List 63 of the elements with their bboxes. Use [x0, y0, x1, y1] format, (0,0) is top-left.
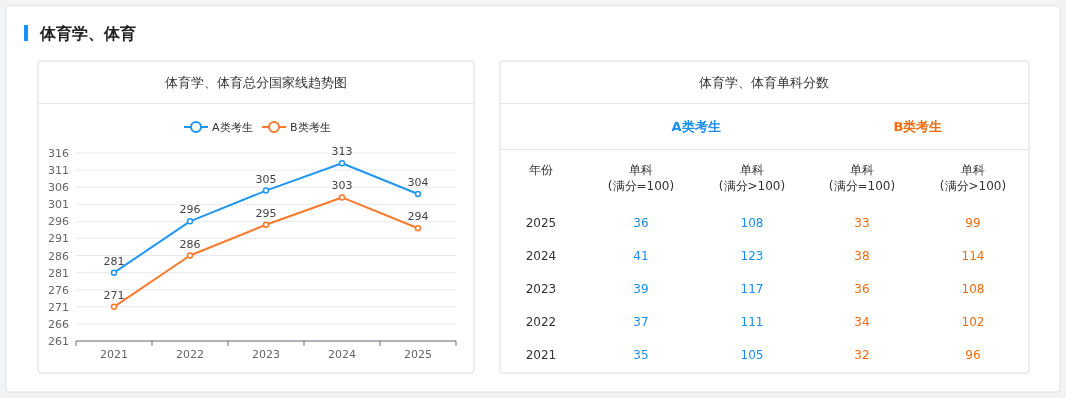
data-label: 305	[255, 172, 277, 186]
data-label: 35	[633, 348, 649, 362]
y-tick-label: 276	[48, 283, 69, 297]
data-label: 294	[407, 210, 429, 224]
data-label: 295	[255, 206, 277, 220]
x-tick-label: 2021	[100, 348, 128, 361]
text: 年份	[529, 163, 553, 177]
data-label: 303	[331, 179, 353, 193]
data-label: 34	[854, 315, 870, 329]
x-tick-label: 2023	[252, 348, 280, 361]
data-label: 117	[740, 282, 764, 296]
data-label: 123	[740, 249, 764, 263]
x-tick-label: 单科 (满分>100)	[718, 163, 786, 193]
y-tick-label: 281	[48, 266, 69, 280]
y-tick-label: 286	[48, 249, 69, 263]
data-label: 304	[407, 176, 429, 190]
y-tick-label: 316	[48, 147, 69, 160]
data-label: 286	[179, 237, 201, 251]
data-label: 281	[103, 254, 125, 268]
y-tick-label: 271	[48, 300, 69, 314]
data-label: 36	[854, 282, 870, 296]
y-tick-label: 2024	[525, 249, 557, 263]
data-label: 111	[740, 315, 764, 329]
chart-title: 体育学、体育总分国家线趋势图	[165, 75, 347, 90]
y-tick-label: 2025	[525, 216, 557, 230]
x-tick-label: 单科 (满分=100)	[607, 163, 675, 193]
data-label: 32	[854, 348, 870, 362]
text: B类考生	[893, 119, 943, 134]
x-tick-label: 2025	[404, 348, 432, 361]
data-label: 296	[179, 203, 201, 217]
data-label: 108	[961, 282, 985, 296]
data-label: 38	[854, 249, 870, 263]
y-tick-label: 261	[48, 335, 69, 348]
y-tick-label: 306	[48, 181, 69, 195]
text: 体育学、体育	[39, 24, 136, 43]
y-tick-label: 291	[48, 232, 69, 246]
data-label: 41	[633, 249, 649, 263]
y-tick-label: 301	[48, 198, 69, 212]
x-tick-label: 单科 (满分=100)	[828, 163, 896, 193]
x-tick-label: 单科 (满分>100)	[939, 163, 1007, 193]
x-tick-label: 2024	[328, 348, 356, 361]
chart-title: 体育学、体育单科分数	[699, 75, 829, 90]
y-tick-label: 266	[48, 317, 69, 331]
x-tick-label: 2022	[176, 348, 204, 361]
data-label: 108	[740, 216, 764, 230]
data-label: 36	[633, 216, 649, 230]
legend-label: B类考生	[290, 121, 331, 134]
data-label: 271	[103, 288, 125, 302]
data-label: 102	[961, 315, 985, 329]
legend-label: A类考生	[212, 121, 253, 134]
y-tick-label: 2022	[525, 315, 557, 329]
data-label: 39	[633, 282, 649, 296]
data-label: 99	[965, 216, 981, 230]
data-label: 33	[854, 216, 870, 230]
text: A类考生	[671, 119, 721, 134]
data-label: 37	[633, 315, 649, 329]
data-label: 105	[740, 348, 764, 362]
data-label: 96	[965, 348, 981, 362]
data-label: 114	[961, 249, 985, 263]
y-tick-label: 296	[48, 215, 69, 229]
y-tick-label: 2023	[525, 282, 557, 296]
y-tick-label: 311	[48, 164, 69, 178]
data-label: 313	[331, 145, 353, 159]
